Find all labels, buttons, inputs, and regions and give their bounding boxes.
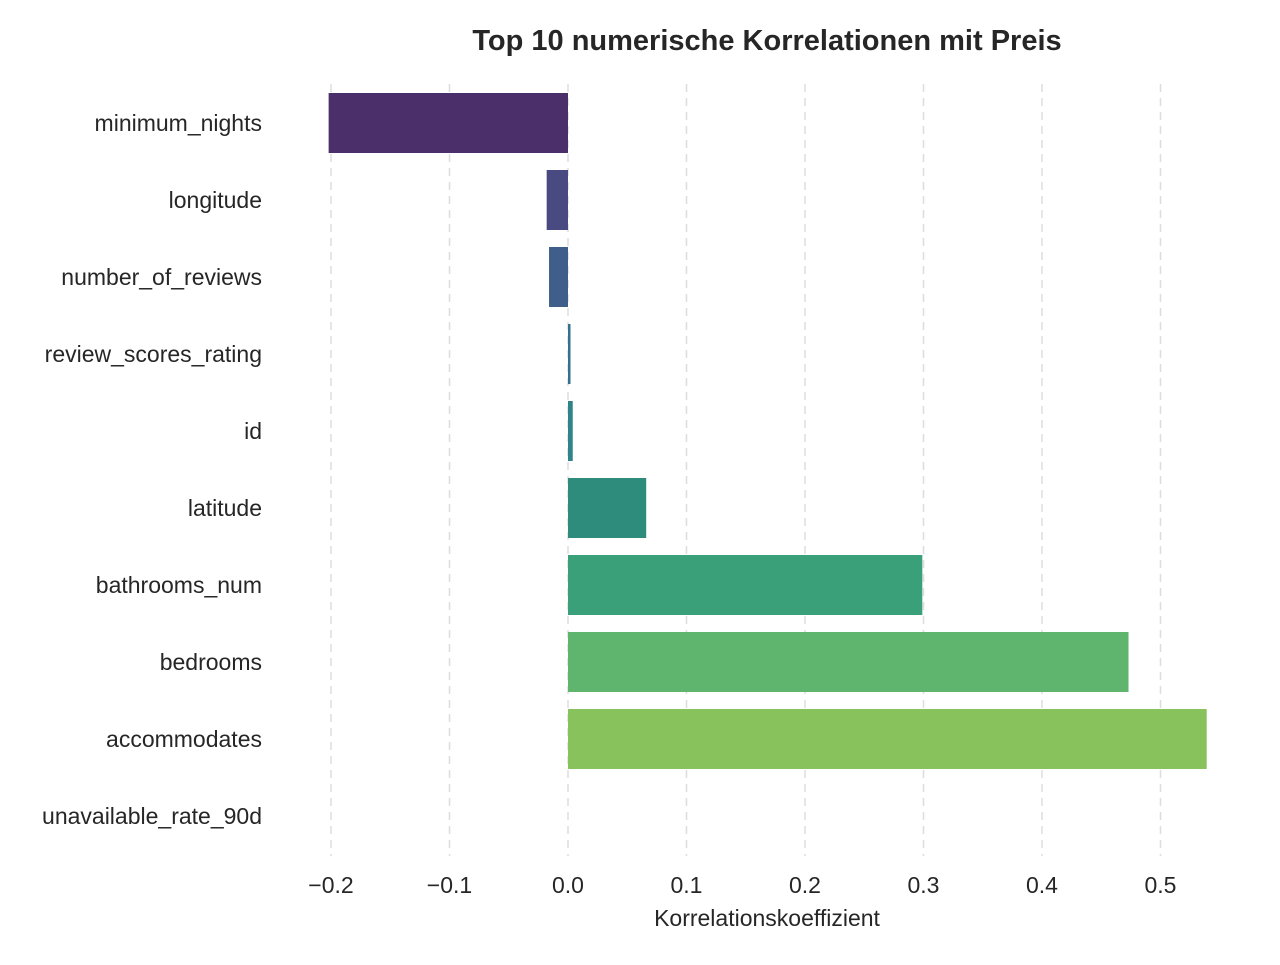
bar [568, 324, 571, 384]
category-label: number_of_reviews [61, 264, 262, 290]
bar [568, 555, 923, 615]
category-labels: minimum_nights longitude number_of_reviews… [42, 110, 262, 829]
bar [568, 401, 573, 461]
bar [568, 632, 1129, 692]
category-label: review_scores_rating [45, 341, 262, 367]
category-label: longitude [169, 187, 262, 213]
bar [546, 170, 568, 230]
bar [568, 709, 1207, 769]
x-axis-label: Korrelationskoeffizient [654, 905, 880, 931]
category-label: latitude [188, 495, 262, 521]
bar [568, 478, 647, 538]
chart-title: Top 10 numerische Korrelationen mit Prei… [472, 25, 1061, 57]
x-tick-label: 0.5 [1145, 872, 1177, 898]
bar [549, 247, 568, 307]
x-tick-label: −0.2 [308, 872, 353, 898]
x-tick-label: 0.1 [671, 872, 703, 898]
grid [330, 84, 1162, 856]
x-tick-label: 0.0 [552, 872, 584, 898]
category-label: unavailable_rate_90d [42, 803, 262, 829]
x-tick-label: 0.4 [1026, 872, 1058, 898]
category-label: minimum_nights [95, 110, 262, 136]
x-tick-label: −0.1 [427, 872, 472, 898]
category-label: accommodates [106, 726, 262, 752]
category-label: bathrooms_num [96, 572, 262, 598]
bars [328, 93, 1207, 769]
bar [328, 93, 568, 153]
x-tick-labels: −0.2 −0.1 0.0 0.1 0.2 0.3 0.4 0.5 [308, 872, 1176, 898]
category-label: bedrooms [160, 649, 262, 675]
x-tick-label: 0.2 [789, 872, 821, 898]
category-label: id [244, 418, 262, 444]
x-tick-label: 0.3 [908, 872, 940, 898]
